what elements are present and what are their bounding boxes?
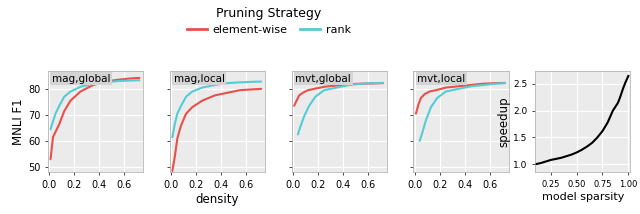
Legend: element-wise, rank: element-wise, rank [183, 3, 355, 39]
Text: mvt,global: mvt,global [296, 74, 351, 84]
X-axis label: model sparsity: model sparsity [541, 192, 624, 202]
Y-axis label: MNLI F1: MNLI F1 [12, 98, 25, 145]
X-axis label: density: density [196, 193, 239, 206]
Text: mag,global: mag,global [52, 74, 110, 84]
Y-axis label: speedup: speedup [497, 96, 511, 147]
Text: mag,local: mag,local [173, 74, 225, 84]
Text: mvt,local: mvt,local [417, 74, 465, 84]
